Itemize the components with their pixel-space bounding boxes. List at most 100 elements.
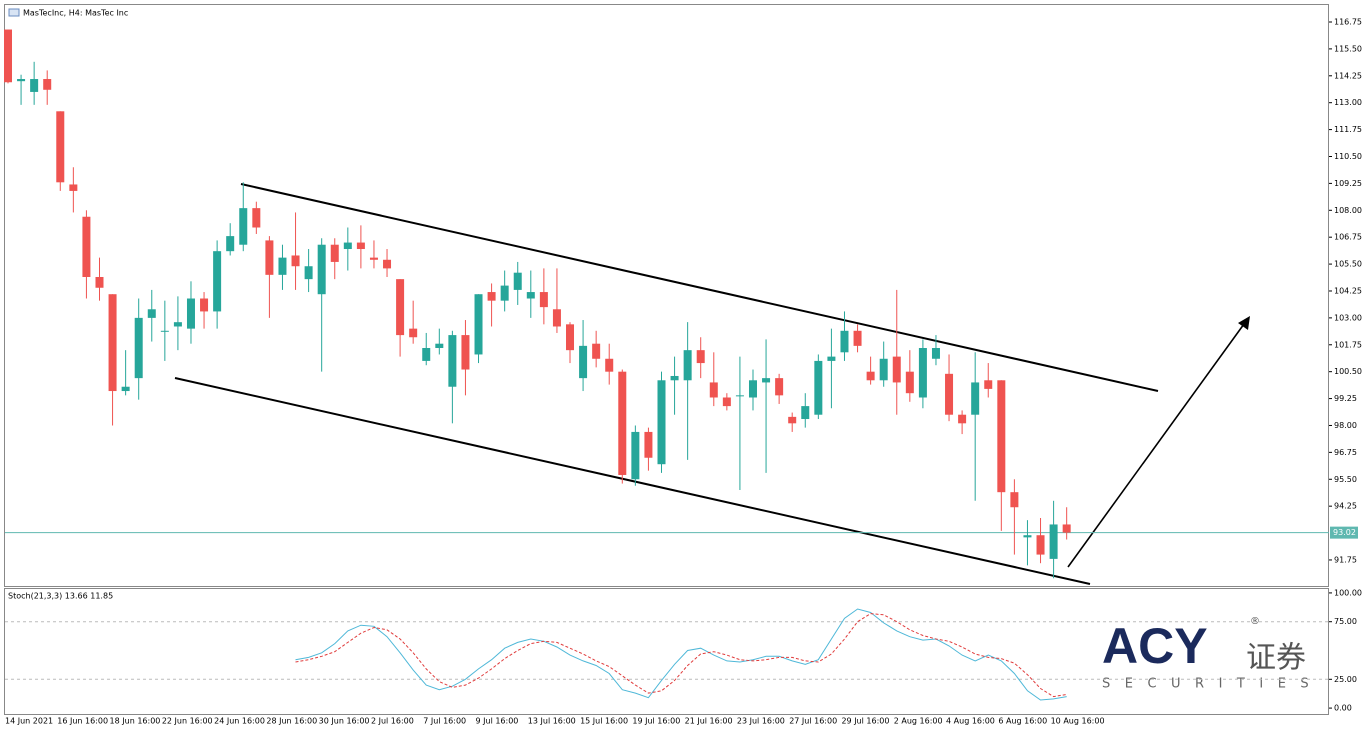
candle-body	[918, 348, 927, 398]
channel-lower	[174, 377, 1091, 585]
x-tick-label: 2 Aug 16:00	[894, 717, 943, 726]
y-tick-label: 105.50	[1334, 260, 1362, 269]
candle-body	[461, 335, 470, 370]
y-tick-label: 111.75	[1334, 125, 1362, 134]
x-tick-label: 7 Jul 16:00	[423, 717, 466, 726]
x-tick-label: 15 Jul 16:00	[580, 717, 628, 726]
candle-body	[1010, 492, 1019, 508]
x-tick-label: 22 Jun 16:00	[162, 717, 213, 726]
candle-body	[579, 345, 588, 379]
candle-body	[369, 257, 378, 260]
candle-body	[735, 395, 744, 397]
watermark: ACY 证券 ® SECURITIES	[1102, 616, 1323, 692]
y-tick-label: 94.25	[1334, 502, 1357, 511]
y-tick-label: 114.25	[1334, 71, 1362, 80]
candle-body	[539, 292, 548, 308]
candle-body	[605, 358, 614, 372]
candle-body	[121, 386, 130, 392]
x-tick-label: 30 Jun 16:00	[319, 717, 370, 726]
candle-body	[644, 431, 653, 458]
projection-arrow	[1067, 323, 1245, 568]
candle-body	[409, 328, 418, 338]
x-tick-label: 28 Jun 16:00	[266, 717, 317, 726]
candle-body	[892, 356, 901, 383]
candle-body	[775, 378, 784, 396]
candle-body	[814, 360, 823, 415]
candle-body	[56, 111, 65, 183]
candle-body	[879, 358, 888, 381]
candle-body	[30, 79, 39, 92]
candle-body	[1036, 535, 1045, 555]
x-tick-label: 6 Aug 16:00	[998, 717, 1047, 726]
candle-body	[4, 29, 12, 83]
x-tick-label: 14 Jun 2021	[5, 717, 53, 726]
candle-body	[592, 343, 601, 359]
y-tick-label: 95.50	[1334, 475, 1357, 484]
candle-body	[709, 382, 718, 398]
current-price-label: 93.02	[1333, 528, 1356, 537]
candle-body	[383, 259, 392, 269]
chart-title: MasTecInc, H4: MasTec Inc	[23, 9, 128, 18]
candle-body	[43, 79, 52, 90]
y-tick-label: 100.50	[1334, 367, 1362, 376]
candle-body	[984, 380, 993, 389]
x-tick-label: 29 Jul 16:00	[841, 717, 889, 726]
candle-body	[304, 266, 313, 280]
x-tick-label: 21 Jul 16:00	[685, 717, 733, 726]
stoch-line	[295, 613, 1067, 698]
candle-body	[343, 242, 352, 250]
candle-body	[971, 382, 980, 415]
x-tick-label: 18 Jun 16:00	[110, 717, 161, 726]
candle-body	[356, 242, 365, 250]
candle-body	[108, 294, 117, 392]
candle-body	[905, 371, 914, 394]
logo-brand: ACY	[1102, 618, 1208, 674]
candle-body	[487, 292, 496, 301]
candle-body	[722, 397, 731, 407]
y-tick-label: 98.00	[1334, 421, 1357, 430]
y-tick-label: 109.25	[1334, 179, 1362, 188]
candle-body	[265, 240, 274, 275]
channel-upper	[240, 183, 1159, 392]
candle-body	[330, 244, 339, 262]
candle-body	[134, 317, 143, 379]
y-tick-label: 106.75	[1334, 233, 1362, 242]
candle-body	[631, 431, 640, 480]
candle-body	[291, 255, 300, 267]
candle-body	[958, 414, 967, 424]
x-tick-label: 10 Aug 16:00	[1051, 717, 1105, 726]
candle-body	[173, 322, 182, 327]
candle-body	[748, 380, 757, 398]
candle-body	[448, 335, 457, 387]
y-tick-label: 99.25	[1334, 394, 1357, 403]
candle-body	[147, 309, 156, 318]
x-tick-label: 4 Aug 16:00	[946, 717, 995, 726]
y-tick-label: 104.25	[1334, 286, 1362, 295]
candle-body	[317, 244, 326, 295]
y-tick-label: 0.00	[1334, 704, 1352, 713]
candle-body	[683, 350, 692, 381]
y-tick-label: 96.75	[1334, 448, 1357, 457]
candle-body	[213, 251, 222, 312]
candle-body	[566, 324, 575, 351]
x-tick-label: 27 Jul 16:00	[789, 717, 837, 726]
candle-body	[853, 330, 862, 346]
candle-body	[95, 276, 104, 288]
y-tick-label: 116.75	[1334, 17, 1362, 26]
candle-body	[945, 373, 954, 415]
candle-body	[278, 257, 287, 275]
y-tick-label: 75.00	[1334, 617, 1357, 626]
candle-body	[500, 285, 509, 301]
candle-body	[396, 279, 405, 336]
candle-body	[696, 350, 705, 364]
candle-body	[670, 375, 679, 381]
logo-sub: SECURITIES	[1102, 677, 1323, 692]
x-tick-label: 9 Jul 16:00	[476, 717, 519, 726]
x-tick-label: 16 Jun 16:00	[57, 717, 108, 726]
candle-body	[226, 236, 235, 252]
candle-body	[788, 416, 797, 424]
indicator-title: Stoch(21,3,3) 13.66 11.85	[8, 592, 113, 601]
candle-body	[526, 292, 535, 299]
y-tick-label: 103.00	[1334, 313, 1362, 322]
